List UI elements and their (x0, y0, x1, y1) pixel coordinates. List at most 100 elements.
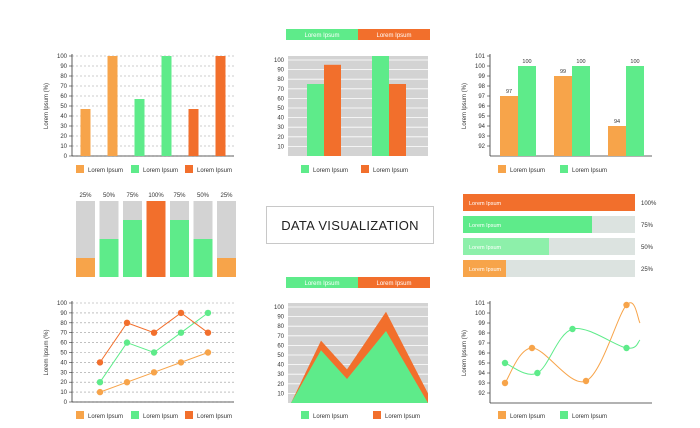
bar-label: Lorem Ipsum (469, 223, 502, 229)
chart-top-middle: Lorem Ipsum Lorem Ipsum 10 20 30 40 50 60 70 80 90… (274, 29, 430, 174)
legend-swatch (185, 411, 193, 419)
data-label: 50% (197, 193, 210, 199)
y-tick-label: 40 (277, 363, 284, 369)
bar (76, 258, 95, 277)
bar-label: Lorem Ipsum (469, 245, 502, 251)
legend-label: Lorem Ipsum (373, 168, 408, 174)
legend-swatch (131, 165, 139, 173)
data-point (96, 388, 104, 396)
legend-swatch (301, 165, 309, 173)
y-tick-label: 10 (277, 144, 284, 150)
bar (193, 239, 213, 277)
legend-label: Lorem Ipsum (88, 414, 123, 420)
data-point (177, 329, 185, 336)
data-point (150, 349, 158, 356)
data-point (204, 309, 212, 317)
legend-swatch (76, 411, 84, 419)
legend-label: Lorem Ipsum (313, 168, 348, 174)
y-tick-label: 40 (60, 114, 67, 120)
data-label: 75% (173, 193, 186, 199)
y-tick-label: 30 (277, 125, 284, 131)
top-tab (358, 29, 430, 40)
data-label: 100 (522, 59, 531, 65)
y-tick-label: 90 (60, 64, 67, 70)
data-point (534, 369, 541, 377)
data-point (177, 359, 185, 366)
y-tick-label: 90 (277, 68, 284, 74)
data-label: 97 (506, 89, 512, 95)
series-line (504, 302, 641, 384)
bar (215, 56, 226, 156)
y-tick-label: 60 (60, 341, 67, 347)
bar (372, 56, 389, 156)
y-tick-label: 60 (277, 96, 284, 102)
data-point (528, 344, 536, 352)
legend-label: Lorem Ipsum (143, 414, 178, 420)
bar-label: Lorem Ipsum (469, 201, 502, 207)
y-tick-label: 100 (475, 311, 486, 317)
legend-label: Lorem Ipsum (313, 414, 348, 420)
y-tick-label: 100 (475, 64, 486, 70)
y-tick-label: 60 (277, 343, 284, 349)
legend-swatch (76, 165, 84, 173)
bar (626, 66, 644, 156)
legend-label: Lorem Ipsum (510, 168, 545, 174)
bar (463, 194, 635, 211)
y-tick-label: 99 (478, 74, 485, 80)
y-tick-label: 20 (277, 135, 284, 141)
data-point (623, 344, 630, 352)
y-tick-label: 20 (277, 382, 284, 388)
y-tick-label: 97 (478, 94, 485, 100)
y-tick-label: 50 (60, 104, 67, 110)
data-label: 75% (126, 193, 139, 199)
data-point (623, 301, 630, 309)
y-tick-label: 0 (64, 154, 68, 160)
bar (188, 109, 199, 156)
chart-top-left: 0 10 20 30 40 50 60 70 80 90 100 Lorem Ipsum (%) Lor… (44, 54, 234, 174)
bar (463, 216, 592, 233)
y-tick-label: 30 (277, 372, 284, 378)
legend-swatch (560, 165, 568, 173)
data-label: 25% (79, 193, 92, 199)
bar (463, 260, 506, 277)
data-point (96, 379, 104, 386)
legend-label: Lorem Ipsum (88, 168, 123, 174)
page-title-text: DATA VISUALIZATION (281, 217, 419, 233)
bar (80, 109, 91, 156)
y-tick-label: 10 (60, 390, 67, 396)
y-tick-label: 40 (277, 116, 284, 122)
bar (500, 96, 518, 156)
legend-label: Lorem Ipsum (197, 168, 232, 174)
y-tick-label: 70 (60, 84, 67, 90)
bar (146, 201, 166, 277)
data-label: 100 (630, 59, 639, 65)
top-tab (286, 277, 358, 288)
y-tick-label: 98 (478, 331, 485, 337)
legend-swatch (498, 165, 506, 173)
data-point (582, 377, 590, 385)
bar (463, 238, 549, 255)
bar (554, 76, 572, 156)
chart-middle-left: 25% 50% 75% 100% 75% 50% 25% (76, 193, 236, 277)
bar (324, 64, 341, 156)
y-tick-label: 100 (57, 301, 68, 307)
data-label: 50% (641, 245, 654, 251)
y-tick-label: 50 (277, 106, 284, 112)
bar (608, 126, 626, 156)
y-tick-label: 70 (60, 331, 67, 337)
data-point (204, 329, 212, 336)
top-tab (358, 277, 430, 288)
chart-top-right: 92 93 94 95 96 97 98 99 100 101 Lorem Ipsum (%) 97 9… (462, 54, 652, 174)
legend-label: Lorem Ipsum (197, 414, 232, 420)
data-point (204, 349, 212, 356)
data-point (123, 379, 131, 386)
top-tab (286, 29, 358, 40)
legend-label: Lorem Ipsum (572, 414, 607, 420)
bar (161, 56, 172, 156)
legend-label: Lorem Ipsum (385, 414, 420, 420)
y-tick-label: 0 (64, 400, 68, 406)
y-tick-label: 92 (478, 144, 485, 150)
y-tick-label: 20 (60, 380, 67, 386)
y-tick-label: 10 (60, 144, 67, 150)
